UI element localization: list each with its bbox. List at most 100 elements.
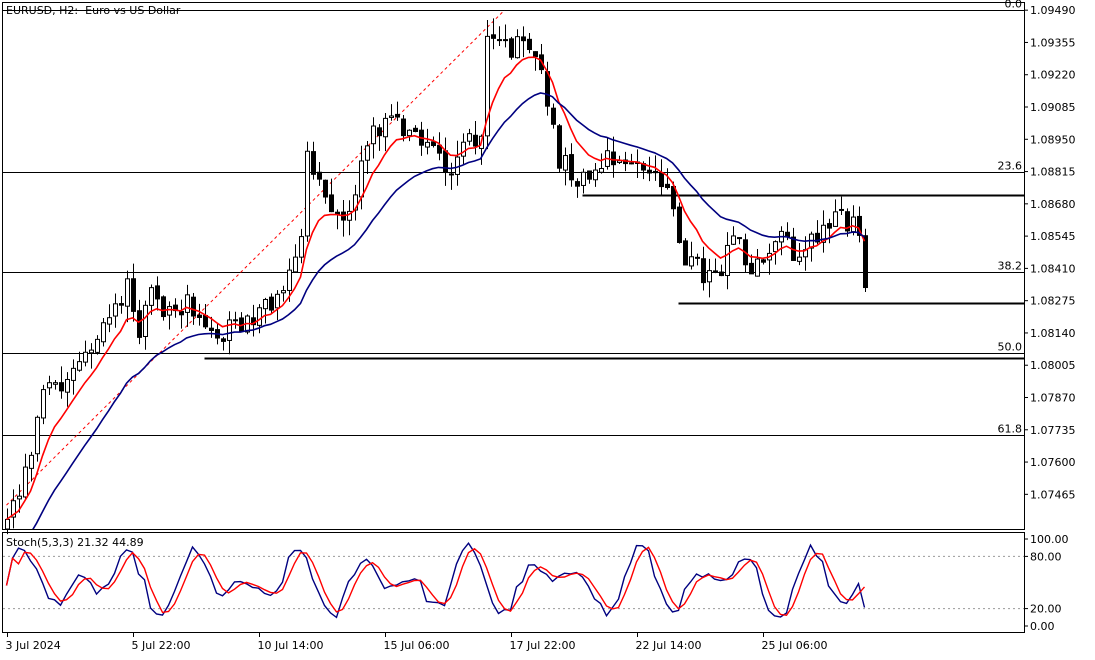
stoch-y-tick-label: 20.00 — [1030, 603, 1062, 616]
candle-body — [533, 51, 538, 58]
candle-body — [323, 179, 328, 198]
candle — [629, 153, 634, 165]
candle — [491, 18, 496, 50]
candle-body — [89, 349, 94, 354]
x-tick-label: 10 Jul 14:00 — [258, 639, 324, 652]
candle — [119, 296, 124, 314]
candle-body — [5, 518, 10, 530]
candle-body — [149, 287, 154, 306]
x-tick-label: 17 Jul 22:00 — [510, 639, 576, 652]
fib-label-4: 61.8 — [998, 423, 1023, 436]
candle — [401, 114, 406, 142]
candle — [221, 336, 226, 351]
candle — [707, 258, 712, 298]
candle — [323, 179, 328, 204]
candle-body — [587, 170, 592, 180]
candle-body — [101, 322, 106, 343]
candle-body — [569, 154, 574, 181]
candle-body — [749, 262, 754, 275]
candle-body — [233, 319, 238, 322]
y-tick-label: 1.07600 — [1030, 456, 1076, 469]
candle-body — [125, 278, 130, 307]
candle — [11, 489, 16, 529]
candle-body — [557, 125, 562, 169]
candle — [107, 304, 112, 333]
stoch-line-0 — [5, 542, 866, 619]
candle-body — [269, 296, 274, 311]
candle-body — [485, 35, 490, 137]
candle — [701, 246, 706, 291]
fib-label-2: 38.2 — [998, 260, 1023, 273]
candle-body — [821, 224, 826, 243]
candle — [527, 32, 532, 54]
candle — [311, 141, 316, 180]
candle-body — [695, 256, 700, 259]
candle — [683, 238, 688, 266]
price-axis[interactable]: 1.09490 1.09355 1.09220 1.09085 1.08950 1.088… — [1024, 4, 1076, 501]
stochastic-axis[interactable]: 100.00 80.00 20.00 0.00 — [1024, 533, 1069, 633]
y-tick-label: 1.07870 — [1030, 392, 1076, 405]
candle-body — [509, 38, 514, 58]
candle — [209, 316, 214, 338]
candle — [677, 202, 682, 244]
candle — [197, 303, 202, 326]
candle-body — [725, 244, 730, 277]
candle-body — [143, 304, 148, 338]
candle-body — [77, 361, 82, 371]
candle-body — [647, 169, 652, 174]
candle-body — [653, 170, 658, 174]
candle-body — [815, 232, 820, 243]
candle — [857, 206, 862, 243]
candle-body — [287, 269, 292, 291]
candle — [59, 366, 64, 399]
candle — [131, 263, 136, 322]
candle-body — [443, 150, 448, 174]
candle — [41, 384, 46, 425]
y-tick-label: 1.08680 — [1030, 198, 1076, 211]
y-tick-label: 1.08545 — [1030, 230, 1076, 243]
candle-body — [275, 293, 280, 309]
candle-body — [827, 223, 832, 229]
candle — [845, 208, 850, 237]
candle — [125, 270, 130, 323]
candle — [839, 196, 844, 215]
candle — [179, 299, 184, 329]
stoch-y-tick-label: 0.00 — [1030, 620, 1055, 633]
candle — [299, 228, 304, 264]
candle — [371, 117, 376, 159]
fib-label-0: 0.0 — [1005, 0, 1023, 11]
candle-body — [863, 235, 868, 289]
candle — [347, 200, 352, 236]
candle — [185, 284, 190, 327]
candle — [317, 161, 322, 186]
candle-body — [47, 382, 52, 389]
candle — [821, 210, 826, 253]
time-axis[interactable]: 3 Jul 2024 5 Jul 22:00 10 Jul 14:00 15 Jul … — [6, 632, 828, 652]
candle-body — [365, 145, 370, 161]
candle-body — [131, 278, 136, 312]
candle — [719, 264, 724, 277]
candle-body — [203, 314, 208, 328]
candle-body — [119, 303, 124, 306]
candle-body — [221, 338, 226, 342]
candle — [665, 168, 670, 190]
candle-body — [311, 151, 316, 175]
y-tick-label: 1.08950 — [1030, 133, 1076, 146]
y-tick-label: 1.08275 — [1030, 295, 1076, 308]
candle-body — [449, 173, 454, 176]
candle — [269, 293, 274, 315]
candle-body — [629, 162, 634, 165]
candle-body — [299, 236, 304, 258]
candle — [473, 121, 478, 155]
candle — [161, 295, 166, 321]
candle-body — [137, 310, 142, 338]
candle — [113, 293, 118, 328]
candle — [65, 372, 70, 407]
candle — [143, 300, 148, 350]
candle — [485, 20, 490, 150]
candle — [29, 451, 34, 482]
candle — [305, 141, 310, 242]
candle-body — [407, 129, 412, 137]
candle — [581, 168, 586, 194]
candle — [431, 136, 436, 148]
